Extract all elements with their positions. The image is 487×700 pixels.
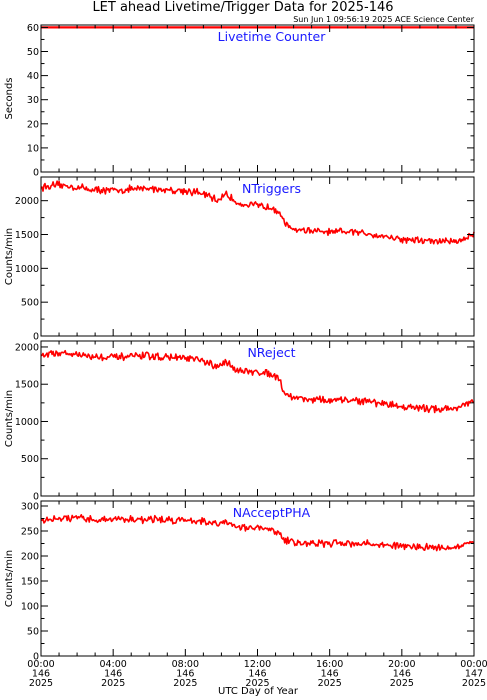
y-axis-label: Counts/min [4, 390, 15, 447]
series-line-nreject [40, 349, 474, 414]
y-tick-label: 1000 [15, 264, 39, 275]
panel-frame [40, 500, 475, 657]
y-tick-label: 1500 [15, 230, 39, 241]
x-tick-label: 2025 [173, 678, 197, 689]
panel-frame [40, 340, 475, 497]
x-tick-label: 2025 [318, 678, 342, 689]
y-tick-label: 2000 [15, 342, 39, 353]
x-tick-label: 12:00 [244, 659, 271, 670]
y-tick-label: 0 [33, 652, 39, 663]
y-tick-label: 500 [21, 298, 39, 309]
y-tick-label: 2000 [15, 196, 39, 207]
panel-label: NAcceptPHA [233, 505, 311, 520]
x-tick-label: 2025 [101, 678, 125, 689]
x-axis-label: UTC Day of Year [218, 686, 299, 697]
panel-label: Livetime Counter [218, 29, 327, 44]
y-tick-label: 150 [21, 577, 39, 588]
y-tick-label: 20 [27, 119, 39, 130]
chart-subtitle: Sun Jun 1 09:56:19 2025 ACE Science Cent… [293, 15, 475, 24]
y-tick-label: 1500 [15, 380, 39, 391]
panel-frame [40, 176, 475, 337]
panel-label: NReject [247, 345, 295, 360]
x-tick-label: 147 [465, 669, 483, 680]
y-tick-label: 40 [27, 71, 39, 82]
y-tick-label: 60 [27, 23, 39, 34]
y-tick-label: 500 [21, 454, 39, 465]
y-tick-label: 200 [21, 552, 39, 563]
y-axis-label: Counts/min [4, 228, 15, 285]
panel-frame [40, 24, 475, 173]
y-tick-label: 10 [27, 143, 39, 154]
x-tick-label: 146 [248, 669, 266, 680]
chart-title: LET ahead Livetime/Trigger Data for 2025… [92, 0, 393, 15]
panel-ntriggers: 0 500 1000 1500 2000 NTriggers Counts/min [4, 176, 475, 343]
y-tick-label: 0 [33, 332, 39, 343]
x-tick-label: 146 [104, 669, 122, 680]
y-tick-label: 100 [21, 602, 39, 613]
y-tick-label: 30 [27, 95, 39, 106]
x-tick-label: 16:00 [316, 659, 343, 670]
x-tick-label: 146 [393, 669, 411, 680]
y-axis-label: Counts/min [4, 550, 15, 607]
x-tick-label: 2025 [29, 678, 53, 689]
x-tick-label: 146 [321, 669, 339, 680]
series-line-ntriggers [40, 180, 475, 245]
panel-livetime-counter: 0 10 20 30 40 50 60 Livetime Counter Seconds [4, 23, 475, 179]
panel-label: NTriggers [242, 181, 301, 196]
x-tick-label: 146 [32, 669, 50, 680]
y-axis-label: Seconds [4, 77, 15, 119]
x-tick-label: 04:00 [99, 659, 126, 670]
y-tick-label: 50 [27, 627, 39, 638]
y-tick-label: 0 [33, 168, 39, 179]
x-tick-label: 08:00 [172, 659, 199, 670]
x-tick-label: 20:00 [388, 659, 415, 670]
x-axis-ticks: 00:00146202504:00146202508:00146202512:0… [27, 659, 487, 689]
y-tick-label: 300 [21, 502, 39, 513]
x-tick-label: 00:00 [460, 659, 487, 670]
x-tick-label: 2025 [390, 678, 414, 689]
y-tick-label: 0 [33, 492, 39, 503]
series-line-nacceptpha [40, 513, 475, 552]
panel-nreject: 0 500 1000 1500 2000 NReject Counts/min [4, 340, 475, 503]
y-tick-label: 50 [27, 47, 39, 58]
x-tick-label: 2025 [462, 678, 486, 689]
x-tick-label: 146 [176, 669, 194, 680]
y-tick-label: 250 [21, 527, 39, 538]
x-tick-label: 00:00 [27, 659, 54, 670]
x-tick-label: 2025 [245, 678, 269, 689]
panel-nacceptpha: 0 50 100 150 200 250 300 NAcceptPHA Counts/min [4, 500, 475, 663]
y-tick-label: 1000 [15, 417, 39, 428]
